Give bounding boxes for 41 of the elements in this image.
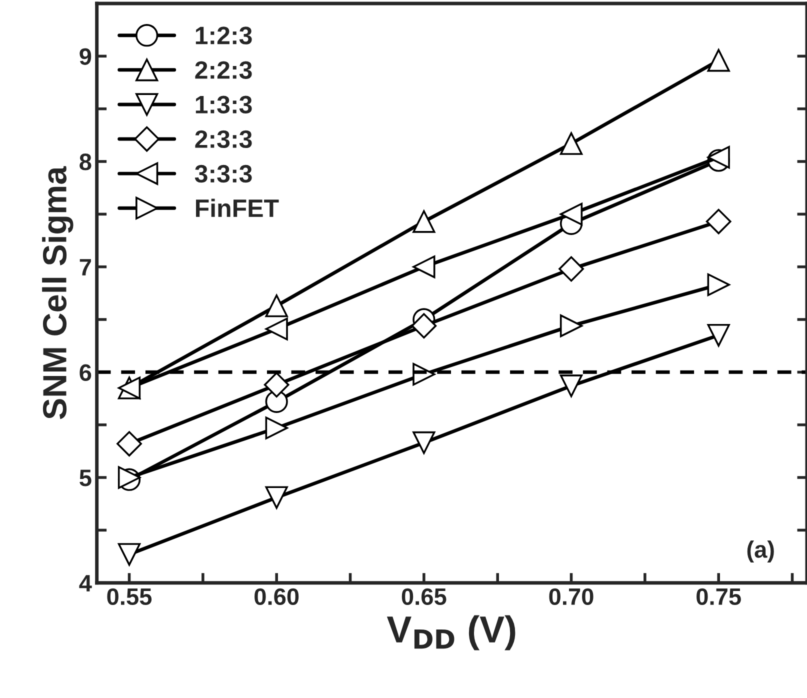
y-tick-label: 5 xyxy=(80,470,92,486)
x-axis-title: V$_{DD}$ (V) xyxy=(386,615,516,650)
legend-label: 1:2:3 xyxy=(196,26,252,44)
point xyxy=(411,313,437,339)
point xyxy=(560,202,583,226)
point xyxy=(707,273,730,296)
point xyxy=(707,324,730,347)
point xyxy=(265,486,288,509)
x-tick-label: 0.65 xyxy=(402,588,446,606)
point xyxy=(706,208,732,234)
point xyxy=(560,132,583,155)
point xyxy=(560,314,583,338)
point xyxy=(412,210,436,233)
legend-label: 2:2:3 xyxy=(195,61,252,79)
annotation: (a) xyxy=(747,540,774,563)
point xyxy=(707,146,730,169)
y-tick-label: 7 xyxy=(80,259,91,276)
y-tick-label: 9 xyxy=(80,48,92,65)
point xyxy=(265,416,288,440)
point xyxy=(265,318,288,340)
x-tick-label: 0.75 xyxy=(696,588,741,606)
legend-label: 3:3:3 xyxy=(194,164,252,183)
point xyxy=(707,49,730,72)
point xyxy=(118,543,141,566)
y-tick-label: 4 xyxy=(79,575,92,592)
point xyxy=(264,372,290,398)
legend-label: 1:3:3 xyxy=(196,96,252,114)
point xyxy=(558,256,584,282)
point xyxy=(560,374,583,398)
point xyxy=(116,431,142,456)
x-tick-label: 0.60 xyxy=(254,588,299,606)
x-tick-label: 0.70 xyxy=(549,588,594,606)
y-tick-label: 6 xyxy=(80,364,92,381)
point xyxy=(265,294,288,318)
y-tick-label: 8 xyxy=(80,154,92,170)
legend-label: FinFET xyxy=(196,198,279,217)
point xyxy=(412,431,436,454)
y-axis-title: SNM Cell Sigma xyxy=(42,166,74,420)
point xyxy=(412,256,436,278)
legend-label: 2:3:3 xyxy=(195,130,252,148)
x-tick-label: 0.55 xyxy=(107,588,152,606)
